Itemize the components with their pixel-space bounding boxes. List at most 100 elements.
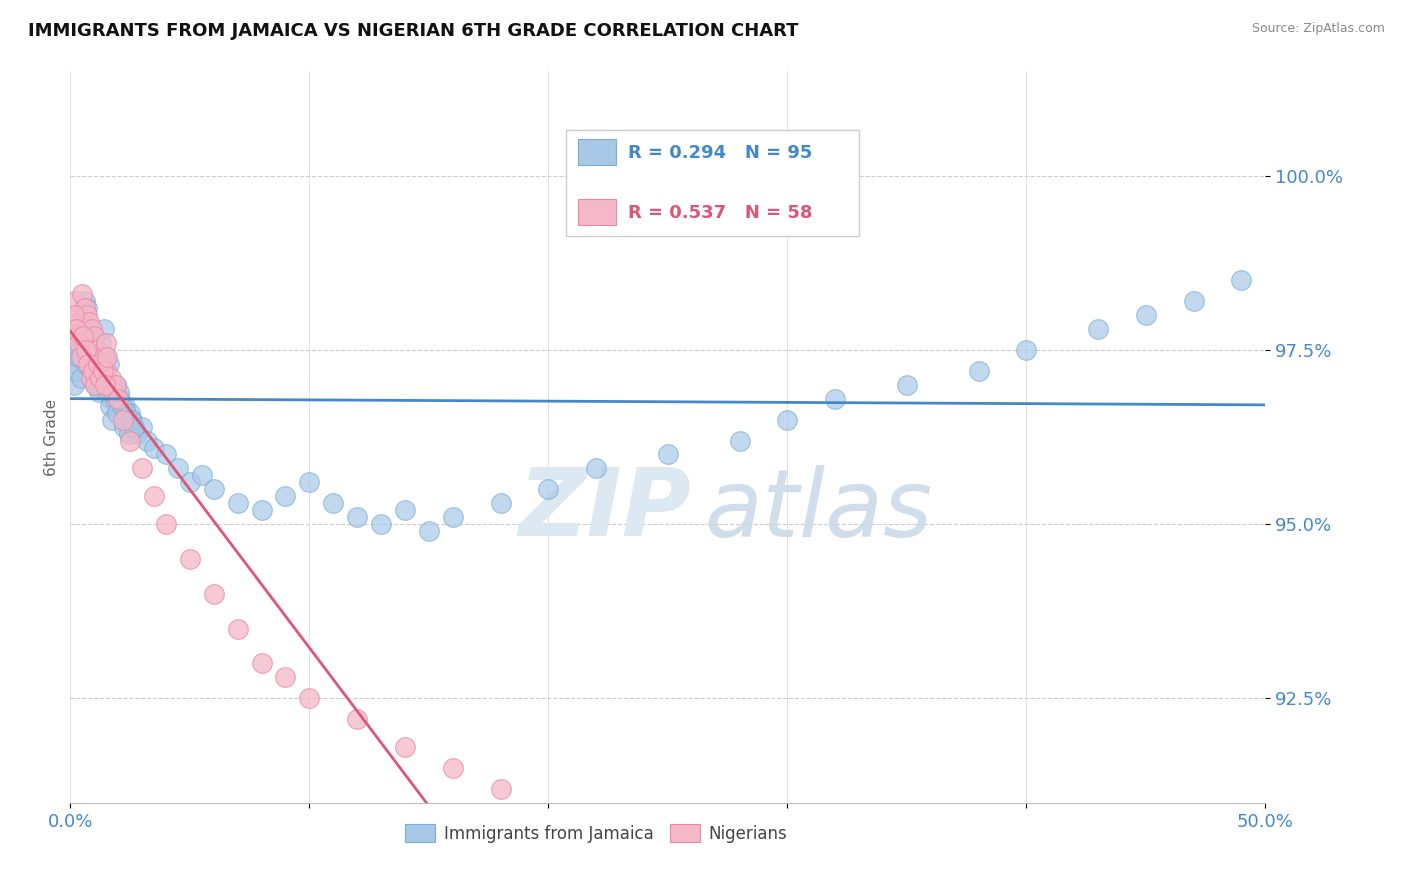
Point bbox=[202, 587, 225, 601]
Point bbox=[73, 322, 96, 336]
Point bbox=[63, 294, 86, 309]
Point bbox=[73, 315, 96, 329]
Point bbox=[79, 364, 101, 378]
Point bbox=[91, 350, 114, 364]
Point bbox=[76, 301, 98, 316]
Text: R = 0.537   N = 58: R = 0.537 N = 58 bbox=[628, 203, 813, 221]
Point bbox=[94, 364, 117, 378]
Point bbox=[83, 357, 105, 371]
Point bbox=[75, 343, 97, 357]
Point bbox=[967, 364, 990, 378]
Point bbox=[87, 384, 110, 399]
Point bbox=[107, 392, 129, 406]
Point bbox=[76, 308, 98, 322]
Point bbox=[72, 336, 94, 351]
Point bbox=[110, 392, 132, 406]
Point bbox=[98, 399, 121, 413]
Point bbox=[131, 461, 153, 475]
Point bbox=[63, 357, 86, 371]
Point bbox=[179, 475, 201, 490]
Point bbox=[155, 448, 177, 462]
Point bbox=[155, 517, 177, 532]
Point bbox=[90, 357, 112, 371]
Point bbox=[83, 371, 105, 385]
Point bbox=[537, 483, 560, 497]
Point bbox=[94, 377, 117, 392]
Point bbox=[107, 399, 129, 413]
Point bbox=[87, 357, 110, 371]
Point bbox=[84, 377, 107, 392]
Point bbox=[77, 329, 100, 343]
Point bbox=[103, 384, 125, 399]
Point bbox=[69, 315, 91, 329]
Point bbox=[122, 419, 145, 434]
Point bbox=[97, 377, 120, 392]
Point bbox=[250, 657, 273, 671]
Point bbox=[83, 343, 105, 357]
Point bbox=[100, 392, 122, 406]
Point bbox=[441, 510, 464, 524]
Point bbox=[101, 412, 124, 426]
Point bbox=[370, 517, 392, 532]
Point bbox=[418, 524, 440, 538]
Point bbox=[776, 412, 799, 426]
Point bbox=[111, 399, 134, 413]
Point bbox=[298, 691, 321, 706]
Point bbox=[896, 377, 918, 392]
Point bbox=[66, 343, 89, 357]
Point bbox=[87, 371, 110, 385]
Point bbox=[86, 350, 108, 364]
Point bbox=[79, 322, 101, 336]
Point bbox=[87, 357, 110, 371]
Point bbox=[441, 761, 464, 775]
Point bbox=[75, 357, 97, 371]
Point bbox=[82, 364, 104, 378]
Point bbox=[80, 350, 103, 364]
Point bbox=[824, 392, 846, 406]
Point bbox=[93, 350, 115, 364]
Point bbox=[274, 670, 297, 684]
Point bbox=[67, 350, 90, 364]
Point bbox=[65, 322, 87, 336]
FancyBboxPatch shape bbox=[567, 130, 859, 235]
Point bbox=[62, 322, 84, 336]
Point bbox=[96, 336, 118, 351]
Point bbox=[80, 364, 103, 378]
Point bbox=[79, 343, 101, 357]
Point bbox=[63, 308, 86, 322]
Point bbox=[80, 322, 103, 336]
Point bbox=[80, 336, 103, 351]
Point bbox=[111, 412, 134, 426]
Point bbox=[90, 336, 112, 351]
Point bbox=[115, 406, 138, 420]
Point bbox=[103, 392, 125, 406]
Point bbox=[120, 406, 141, 420]
Point bbox=[143, 489, 166, 503]
Point bbox=[86, 377, 108, 392]
Point bbox=[69, 322, 91, 336]
Point bbox=[202, 483, 225, 497]
Point bbox=[97, 377, 120, 392]
Point bbox=[77, 357, 100, 371]
Point bbox=[103, 384, 125, 399]
Point bbox=[96, 350, 118, 364]
Point bbox=[66, 308, 89, 322]
Point bbox=[83, 329, 105, 343]
Point bbox=[1015, 343, 1038, 357]
Point bbox=[89, 371, 111, 385]
Point bbox=[167, 461, 190, 475]
Point bbox=[346, 712, 368, 726]
Legend: Immigrants from Jamaica, Nigerians: Immigrants from Jamaica, Nigerians bbox=[398, 818, 794, 849]
Point bbox=[96, 350, 118, 364]
Point bbox=[96, 384, 118, 399]
Point bbox=[117, 419, 139, 434]
Point bbox=[90, 364, 112, 378]
Point bbox=[97, 357, 120, 371]
Point bbox=[93, 322, 115, 336]
Point bbox=[728, 434, 751, 448]
Point bbox=[70, 287, 93, 301]
Point bbox=[131, 419, 153, 434]
Point bbox=[1182, 294, 1205, 309]
Point bbox=[274, 489, 297, 503]
Text: Source: ZipAtlas.com: Source: ZipAtlas.com bbox=[1251, 22, 1385, 36]
